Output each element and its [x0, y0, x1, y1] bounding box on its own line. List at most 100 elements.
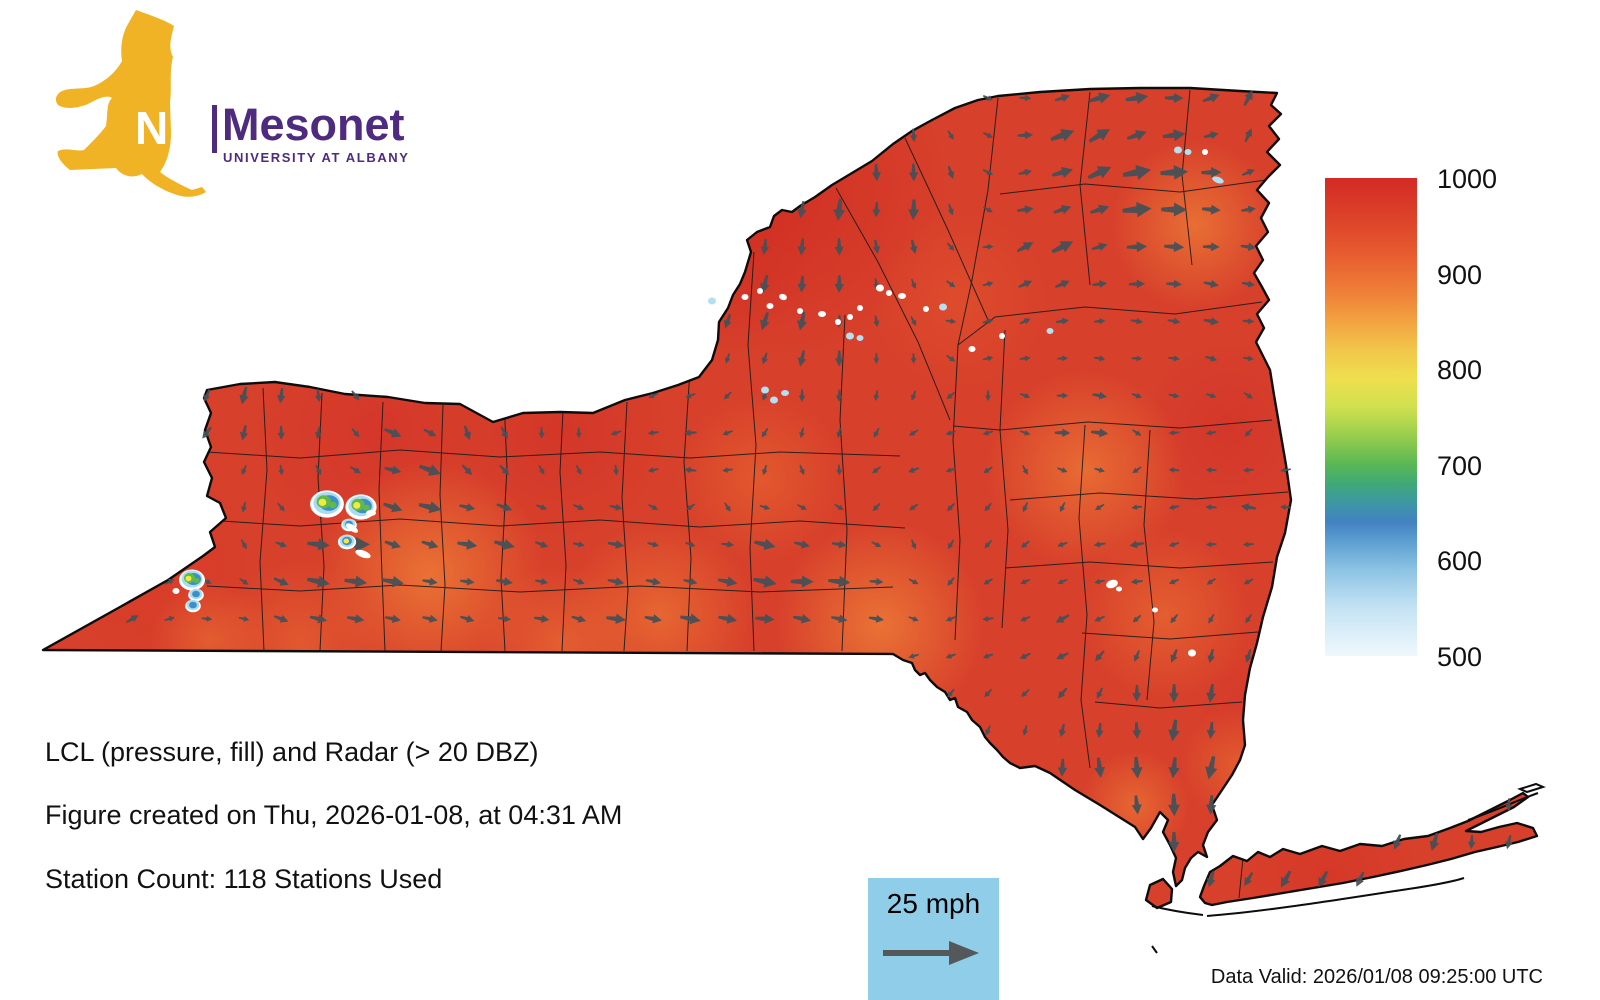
wind-arrow [1242, 318, 1255, 325]
wind-arrow [833, 198, 846, 221]
wind-arrow [1019, 94, 1032, 102]
wind-arrow [241, 501, 247, 513]
wind-arrow [983, 578, 993, 585]
wind-arrow [421, 539, 439, 549]
wind-arrow [307, 538, 330, 551]
radar-echo [856, 335, 864, 341]
wind-arrow [946, 354, 956, 362]
wind-arrow [164, 616, 175, 622]
wind-arrow [1019, 652, 1031, 659]
radar-echo [328, 501, 337, 509]
wind-arrow [873, 427, 880, 438]
wind-arrow [314, 389, 322, 403]
wind-arrow [1092, 280, 1108, 288]
wind-arrow [1017, 205, 1034, 214]
wind-arrow [982, 169, 994, 176]
wind-arrow [1168, 355, 1180, 362]
wind-arrow [945, 318, 957, 325]
wind-arrow [985, 725, 991, 736]
wind-arrow [1091, 242, 1108, 251]
wind-arrow [571, 614, 587, 623]
radar-echo [898, 293, 906, 299]
wind-arrow [947, 539, 955, 550]
wind-arrow [1094, 757, 1106, 778]
wind-arrow [496, 503, 513, 512]
wind-arrow [575, 427, 582, 439]
wind-arrow [1203, 317, 1220, 326]
wind-arrow [1130, 317, 1144, 325]
wind-arrow [315, 426, 322, 440]
wind-arrow [797, 503, 807, 510]
wind-arrow [1054, 280, 1070, 288]
wind-arrow [606, 613, 626, 625]
colorbar-tick-label: 800 [1437, 355, 1483, 386]
wind-arrow [1203, 131, 1219, 140]
wind-arrow [459, 615, 475, 623]
wind-arrow [538, 465, 545, 475]
wind-arrow [351, 390, 360, 401]
wind-arrow [350, 466, 361, 474]
wind-arrow [538, 427, 545, 439]
wind-arrow [607, 577, 625, 587]
wind-arrow [1242, 541, 1254, 548]
wind-arrow [910, 539, 917, 550]
wind-arrow [607, 540, 625, 549]
wind-arrow [683, 577, 698, 586]
wind-arrow [1090, 428, 1109, 438]
wind-arrow [1128, 279, 1146, 289]
wind-arrow [799, 427, 805, 439]
wind-arrow [1020, 540, 1030, 548]
wind-arrow [1206, 578, 1217, 585]
wind-arrow [982, 95, 993, 101]
wind-arrow [497, 615, 512, 623]
logo-divider-bar [212, 105, 217, 153]
wind-arrow [908, 616, 919, 622]
wind-arrow [494, 538, 515, 550]
wind-arrow [423, 428, 437, 437]
wind-arrow [1206, 871, 1216, 888]
wind-arrow [754, 538, 776, 551]
wind-arrow [1094, 578, 1105, 585]
wind-arrow [1241, 205, 1256, 214]
wind-arrow [910, 316, 917, 327]
wind-arrow [1205, 429, 1217, 436]
radar-echo [857, 305, 863, 311]
wind-arrow [1021, 688, 1030, 698]
wind-arrow [346, 614, 365, 624]
wind-arrow [1125, 91, 1149, 105]
wind-arrow [164, 578, 175, 585]
wind-arrow [797, 200, 807, 219]
wind-arrow [1092, 391, 1108, 400]
wind-arrow [461, 464, 473, 475]
wind-arrow [240, 539, 247, 550]
wind-arrow [535, 578, 549, 586]
wind-arrow [1055, 317, 1070, 325]
wind-arrow [755, 613, 775, 624]
wind-arrow [946, 242, 955, 251]
radar-echo [1116, 586, 1122, 592]
wind-arrow [1244, 128, 1252, 143]
wind-arrow [1022, 502, 1029, 513]
radar-echo [846, 332, 854, 340]
wind-arrow [645, 577, 661, 586]
wind-arrow [1202, 242, 1220, 252]
radar-echo [923, 306, 929, 312]
wind-arrow [1168, 392, 1180, 399]
radar-echo [761, 386, 769, 394]
wind-arrow [201, 615, 213, 622]
wind-arrow [908, 467, 920, 473]
wind-arrow [203, 389, 211, 402]
wind-arrow [1017, 131, 1034, 140]
wind-arrow [753, 575, 777, 588]
wind-arrow [499, 464, 510, 475]
wind-arrow [908, 163, 919, 182]
wind-arrow [1126, 241, 1148, 253]
wind-arrow [984, 539, 993, 549]
wind-arrow [1126, 129, 1147, 141]
wind-arrow [1505, 798, 1513, 812]
wind-arrow [982, 132, 993, 138]
wind-arrow [722, 430, 733, 436]
wind-arrow [1168, 429, 1180, 436]
wind-arrow [1244, 649, 1252, 663]
